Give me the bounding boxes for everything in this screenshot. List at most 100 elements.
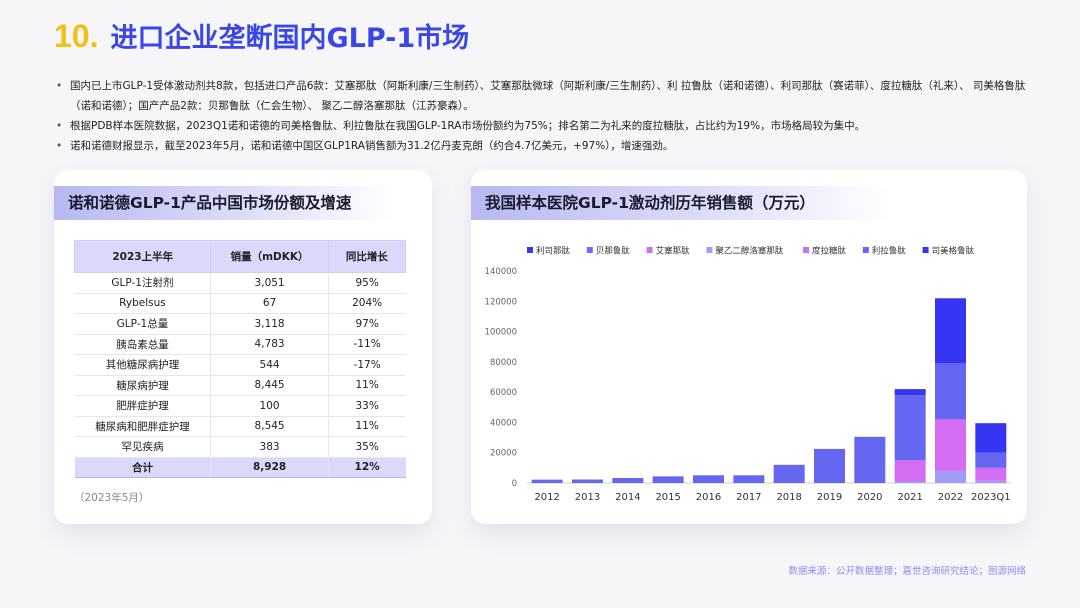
table-cell: GLP-1注射剂 — [74, 272, 211, 294]
bar-segment — [814, 448, 845, 483]
x-tick-label: 2014 — [615, 492, 640, 503]
chart-card: 我国样本医院GLP-1激动剂历年销售额（万元） 利司那肽 贝那鲁肽 艾塞那肽 聚乙二醇… — [471, 170, 1027, 524]
legend-label: 利拉鲁肽 — [872, 246, 907, 257]
bar-segment — [935, 298, 966, 364]
table-cell: 204% — [327, 293, 406, 314]
legend-swatch — [646, 247, 653, 253]
table-cell: 8,445 — [210, 375, 329, 396]
table-cell: -17% — [327, 354, 406, 376]
table-cell: 胰岛素总量 — [74, 334, 211, 355]
bar-segment — [733, 475, 765, 483]
sales-table: 2023上半年 销量（mDKK） 同比增长 GLP-1注射剂 3,051 95% R… — [73, 240, 407, 478]
x-tick-label: 2018 — [776, 492, 801, 503]
bar-segment — [652, 476, 684, 483]
table-cell: 4,783 — [210, 334, 329, 355]
y-axis: 0 20000 40000 60000 80000 100000 120000 140000 — [485, 267, 517, 489]
bullet-item: 国内已上市GLP-1受体激动剂共8款，包括进口产品6款：艾塞那肽（阿斯利康/三生… — [54, 76, 1034, 116]
bullet-item: 诺和诺德财报显示，截至2023年5月，诺和诺德中国区GLP1RA销售额为31.2… — [54, 136, 1034, 156]
legend-label: 度拉糖肽 — [812, 246, 847, 257]
title-number: 10. — [54, 18, 99, 54]
table-row: 糖尿病护理 8,445 11% — [74, 375, 406, 396]
table-cell: 12% — [327, 456, 406, 478]
x-tick-label: 2023Q1 — [971, 492, 1011, 503]
table-cell: 33% — [327, 395, 406, 417]
y-tick-label: 20000 — [490, 449, 517, 459]
table-cell: 11% — [327, 375, 406, 396]
legend-label: 艾塞那肽 — [656, 246, 691, 257]
table-cell: 糖尿病和肥胖症护理 — [74, 416, 211, 437]
table-card: 诺和诺德GLP-1产品中国市场份额及增速 2023上半年 销量（mDKK） 同比… — [54, 170, 432, 524]
table-cell: 合计 — [74, 456, 211, 478]
table-row: 罕见疾病 383 35% — [74, 436, 406, 458]
table-cell: 67 — [210, 293, 329, 314]
x-tick-label: 2012 — [534, 492, 559, 503]
bar-segment — [935, 363, 966, 420]
bar-segment — [612, 478, 644, 483]
legend-swatch — [706, 247, 713, 253]
page-title: 10. 进口企业垄断国内GLP-1市场 — [54, 16, 469, 55]
x-tick-label: 2019 — [817, 492, 842, 503]
bar-segment — [773, 464, 805, 483]
table-cell: 3,118 — [210, 313, 329, 335]
table-cell: 100 — [210, 395, 329, 417]
legend-swatch — [527, 247, 533, 253]
x-tick-label: 2015 — [655, 492, 680, 503]
table-cell: 8,545 — [210, 416, 329, 437]
legend-swatch — [586, 247, 593, 253]
y-tick-label: 0 — [512, 479, 517, 489]
bar-segment — [975, 423, 1007, 453]
y-tick-label: 40000 — [490, 418, 517, 428]
table-cell: 35% — [327, 436, 406, 458]
bar-segment — [572, 479, 603, 483]
table-cell: 糖尿病护理 — [74, 375, 211, 396]
bar-segment — [894, 460, 926, 482]
table-cell: 95% — [327, 272, 406, 294]
bullet-item: 根据PDB样本医院数据，2023Q1诺和诺德的司美格鲁肽、利拉鲁肽在我国GLP-… — [54, 116, 1034, 136]
table-row: 其他糖尿病护理 544 -17% — [74, 354, 406, 376]
y-tick-label: 140000 — [485, 267, 517, 277]
chart-card-heading: 我国样本医院GLP-1激动剂历年销售额（万元） — [471, 186, 891, 220]
bar-segment — [531, 479, 563, 483]
x-tick-label: 2013 — [575, 492, 600, 503]
table-row: 肥胖症护理 100 33% — [74, 395, 406, 417]
x-tick-label: 2017 — [736, 492, 761, 503]
bar-segment — [935, 470, 966, 483]
bar-segment — [975, 467, 1007, 481]
bar-segment — [975, 480, 1007, 483]
y-tick-label: 80000 — [490, 358, 517, 368]
y-tick-label: 60000 — [490, 388, 517, 398]
bar-segment — [894, 389, 926, 396]
table-row: 胰岛素总量 4,783 -11% — [74, 334, 406, 355]
table-row: GLP-1注射剂 3,051 95% — [74, 272, 406, 294]
table-note: （2023年5月） — [74, 492, 150, 504]
legend-swatch — [803, 247, 809, 253]
table-cell: Rybelsus — [74, 293, 211, 314]
chart-legend: 利司那肽 贝那鲁肽 艾塞那肽 聚乙二醇洛塞那肽 度拉糖肽 利拉鲁肽 司美格鲁肽 — [527, 246, 975, 257]
legend-label: 利司那肽 — [536, 246, 571, 257]
table-header: 2023上半年 — [73, 240, 212, 273]
table-header-row: 2023上半年 销量（mDKK） 同比增长 — [73, 240, 407, 273]
title-text: 进口企业垄断国内GLP-1市场 — [110, 23, 470, 54]
source-note: 数据来源：公开数据整理；嘉世咨询研究结论；图源网络 — [788, 566, 1026, 577]
x-axis: 2012 2013 2014 2015 2016 2017 2018 2019 2020 2021… — [534, 492, 1010, 503]
table-cell: 3,051 — [210, 272, 329, 294]
legend-swatch — [922, 247, 929, 253]
table-cell: 8,928 — [210, 456, 329, 478]
table-cell: 罕见疾病 — [74, 436, 211, 458]
bar-segment — [854, 436, 886, 483]
bar-segment — [894, 395, 926, 461]
y-tick-label: 100000 — [485, 328, 517, 338]
x-tick-label: 2021 — [897, 492, 922, 503]
table-cell: 544 — [210, 354, 329, 376]
table-cell: -11% — [327, 334, 406, 355]
table-cell: 肥胖症护理 — [74, 395, 211, 417]
legend-label: 聚乙二醇洛塞那肽 — [715, 246, 784, 257]
legend-swatch — [862, 247, 869, 253]
table-cell: 11% — [327, 416, 406, 437]
table-total-row: 合计 8,928 12% — [74, 456, 406, 478]
bar-segment — [975, 452, 1007, 468]
legend-label: 司美格鲁肽 — [932, 246, 975, 257]
table-header: 销量（mDKK） — [210, 240, 329, 273]
table-row: Rybelsus 67 204% — [74, 293, 406, 314]
bullet-list: 国内已上市GLP-1受体激动剂共8款，包括进口产品6款：艾塞那肽（阿斯利康/三生… — [54, 76, 1034, 156]
